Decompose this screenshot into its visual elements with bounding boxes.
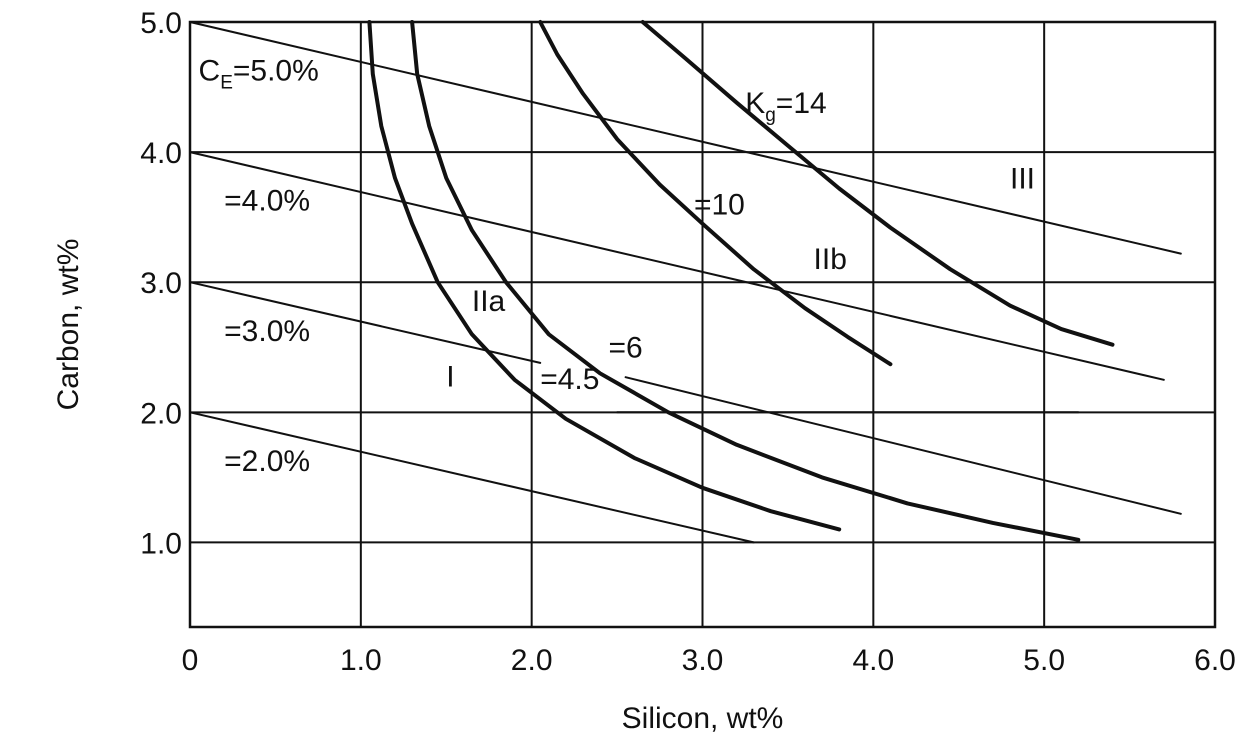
- x-tick-label-0: 0: [182, 644, 199, 677]
- series-ce-3-0-2: [189, 281, 542, 364]
- x-axis-label: Silicon, wt%: [622, 702, 784, 735]
- annotation-3-0: =3.0%: [224, 315, 310, 348]
- annotation-2-0: =2.0%: [224, 445, 310, 478]
- y-axis-label: Carbon, wt%: [52, 239, 85, 411]
- annotation-10: =10: [694, 189, 745, 222]
- annotation-6: =6: [609, 332, 643, 365]
- series-kg-14-9: [640, 20, 1115, 347]
- annotation-4-0: =4.0%: [224, 185, 310, 218]
- x-tick-label-2: 2.0: [511, 644, 553, 677]
- annotation-iib: IIb: [814, 243, 847, 276]
- annotation-4-5: =4.5: [540, 363, 599, 396]
- annotation-iia: IIa: [472, 285, 506, 318]
- plot-border: [188, 20, 1217, 629]
- x-tick-label-1: 1.0: [340, 644, 382, 677]
- y-tick-label-3: 4.0: [140, 137, 182, 170]
- annotations: CE=5.0% =4.0% =3.0% =2.0% I IIa =4.5 =6 =10 IIb Kg…: [199, 55, 1035, 478]
- series-kg-10-8: [538, 20, 893, 367]
- curves: [189, 20, 1182, 544]
- x-tick-label-3: 3.0: [682, 644, 724, 677]
- series-ce-5-0-0: [189, 21, 1182, 255]
- y-tick-label-1: 2.0: [140, 397, 182, 430]
- series-ce-2-0-4: [189, 411, 755, 544]
- x-tick-label-4: 4.0: [852, 644, 894, 677]
- annotation-ce-5-0: CE=5.0%: [199, 55, 319, 94]
- series-ce-3-0-cont-3: [624, 376, 1182, 515]
- y-tick-label-2: 3.0: [140, 267, 182, 300]
- y-tick-label-4: 5.0: [140, 7, 182, 40]
- y-tick-label-0: 1.0: [140, 527, 182, 560]
- plot-frame: [188, 20, 1217, 629]
- series-kg-4-5-6: [367, 20, 842, 532]
- x-tick-label-6: 6.0: [1194, 644, 1236, 677]
- annotation-iii: III: [1010, 163, 1035, 196]
- x-tick-labels: 0 1.0 2.0 3.0 4.0 5.0 6.0: [182, 644, 1236, 677]
- series-ce-4-0-1: [189, 151, 1165, 381]
- series-kg-6-7: [410, 20, 1081, 542]
- annotation-i: I: [446, 360, 454, 393]
- x-tick-label-5: 5.0: [1023, 644, 1065, 677]
- y-tick-labels: 1.0 2.0 3.0 4.0 5.0: [140, 7, 182, 560]
- annotation-kg-14: Kg=14: [745, 87, 826, 126]
